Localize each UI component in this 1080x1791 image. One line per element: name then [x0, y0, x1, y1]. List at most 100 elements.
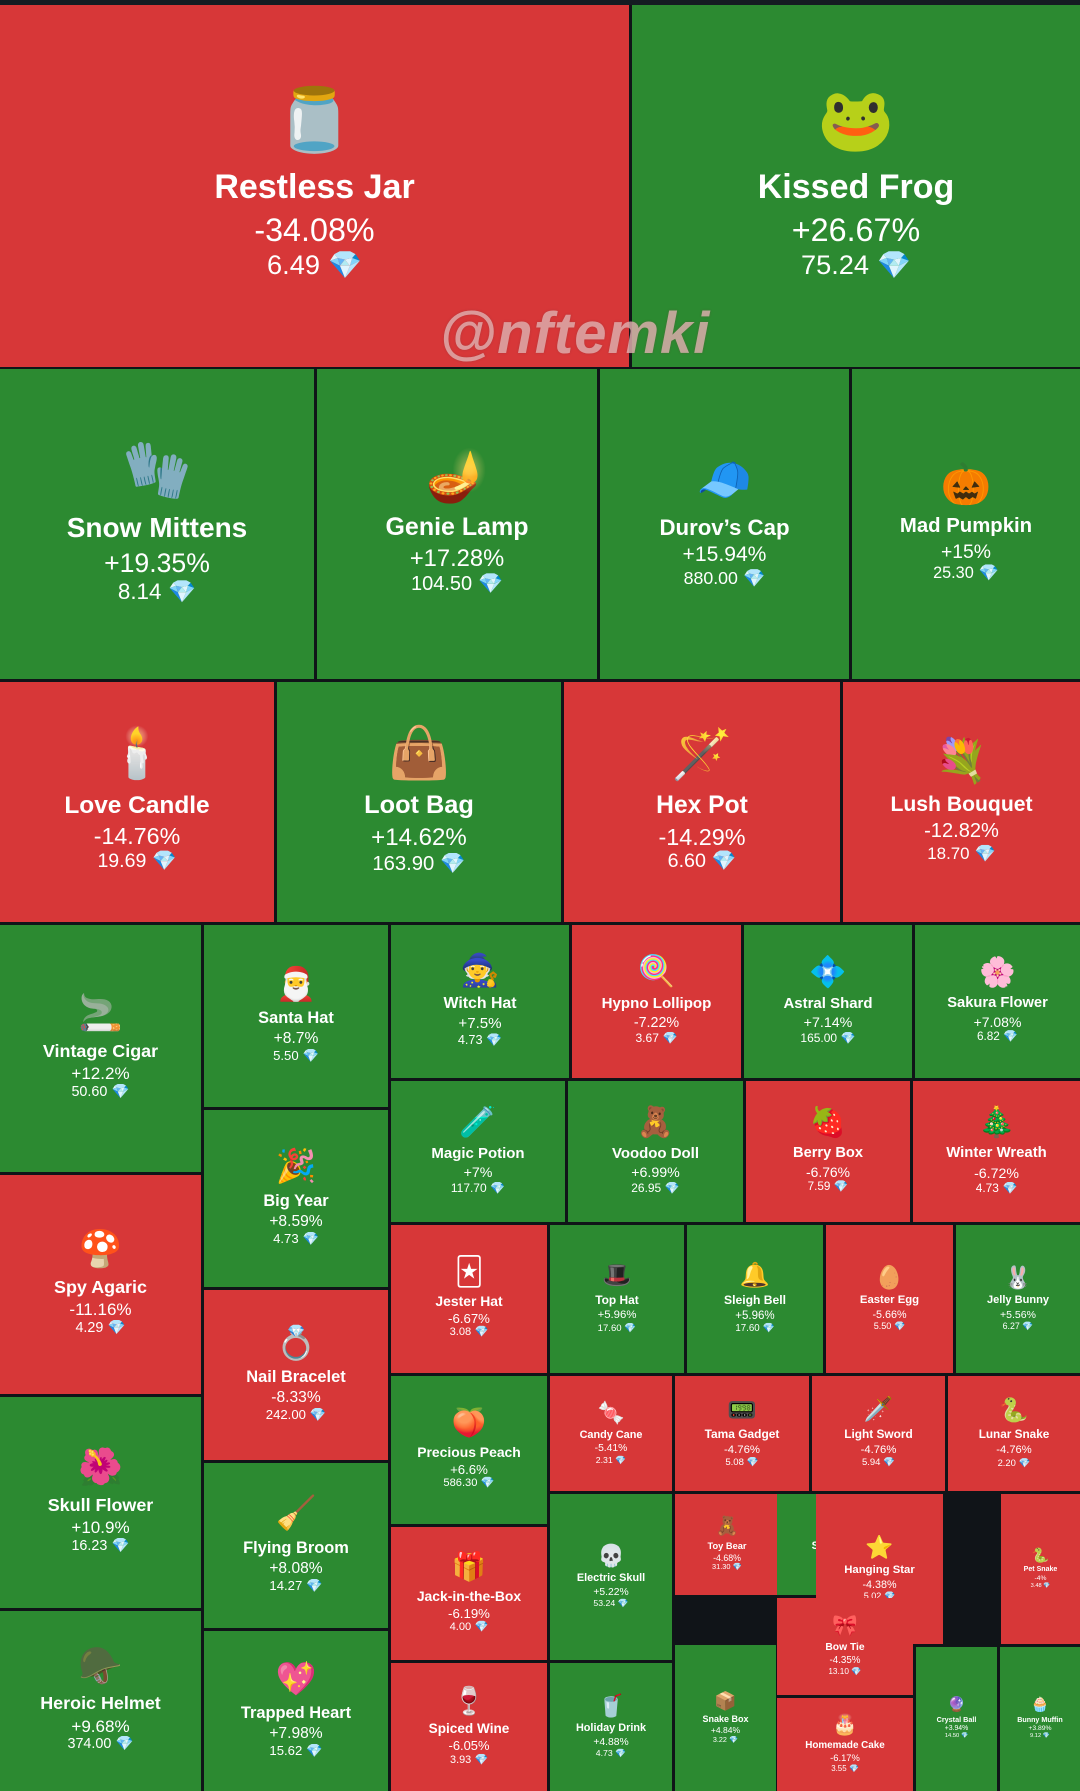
tile-name: Electric Skull [576, 1572, 646, 1585]
wreath-icon: 🎄 [977, 1105, 1016, 1139]
tile-vintage-cigar[interactable]: 🚬 Vintage Cigar +12.2% 50.60 💎 [0, 925, 201, 1172]
tile-price: 374.00 💎 [67, 1736, 133, 1753]
diamond-icon: 💎 [474, 1326, 489, 1339]
price-value: 16.23 [71, 1537, 108, 1554]
tile-sakura-flower[interactable]: 🌸 Sakura Flower +7.08% 6.82 💎 [915, 925, 1080, 1078]
jester-hat-icon: 🃏 [454, 1256, 484, 1288]
tile-magic-potion[interactable]: 🧪 Magic Potion +7% 117.70 💎 [391, 1081, 565, 1222]
tile-price: 6.82 💎 [977, 1030, 1018, 1044]
diamond-icon: 💎 [729, 1734, 739, 1744]
tile-voodoo-doll[interactable]: 🧸 Voodoo Doll +6.99% 26.95 💎 [568, 1081, 743, 1222]
tile-price: 75.24 💎 [801, 249, 911, 282]
tile-change: +8.08% [269, 1559, 323, 1577]
gadget-icon: 📟 [727, 1396, 757, 1424]
tile-love-candle[interactable]: 🕯️ Love Candle -14.76% 19.69 💎 [0, 682, 274, 922]
tile-durov-s-cap[interactable]: 🧢 Durov’s Cap +15.94% 880.00 💎 [600, 369, 849, 679]
tile-snow-mittens[interactable]: 🧤 Snow Mittens +19.35% 8.14 💎 [0, 369, 314, 679]
tile-jack-in-the-box[interactable]: 🎁 Jack-in-the-Box -6.19% 4.00 💎 [391, 1527, 547, 1660]
price-value: 4.73 [457, 1032, 483, 1047]
tile-jelly-bunny[interactable]: 🐰 Jelly Bunny +5.56% 6.27 💎 [956, 1225, 1080, 1373]
tile-change: -11.16% [69, 1300, 132, 1320]
tile-spy-agaric[interactable]: 🍄 Spy Agaric -11.16% 4.29 💎 [0, 1175, 201, 1394]
tile-tama-gadget[interactable]: 📟 Tama Gadget -4.76% 5.08 💎 [675, 1376, 809, 1491]
tile-name: Bunny Muffin [1017, 1715, 1063, 1724]
tile-witch-hat[interactable]: 🧙 Witch Hat +7.5% 4.73 💎 [391, 925, 569, 1078]
tile-flying-broom[interactable]: 🧹 Flying Broom +8.08% 14.27 💎 [204, 1463, 388, 1628]
tile-change: -34.08% [254, 211, 375, 248]
tile-loot-bag[interactable]: 👜 Loot Bag +14.62% 163.90 💎 [277, 682, 561, 922]
tile-holiday-drink[interactable]: 🥤 Holiday Drink +4.88% 4.73 💎 [550, 1663, 672, 1791]
helmet-icon: 🪖 [78, 1645, 123, 1686]
tile-astral-shard[interactable]: 💠 Astral Shard +7.14% 165.00 💎 [744, 925, 912, 1078]
tile-light-sword[interactable]: 🗡️ Light Sword -4.76% 5.94 💎 [812, 1376, 945, 1491]
tile-price: 4.73 💎 [976, 1181, 1018, 1195]
tile-candy-cane[interactable]: 🍬 Candy Cane -5.41% 2.31 💎 [550, 1376, 672, 1491]
tile-trapped-heart[interactable]: 💖 Trapped Heart +7.98% 15.62 💎 [204, 1631, 388, 1791]
tile-genie-lamp[interactable]: 🪔 Genie Lamp +17.28% 104.50 💎 [317, 369, 597, 679]
tile-change: -6.67% [448, 1311, 490, 1327]
tile-name: Jester Hat [435, 1293, 503, 1310]
tile-winter-wreath[interactable]: 🎄 Winter Wreath -6.72% 4.73 💎 [913, 1081, 1080, 1222]
tile-top-hat[interactable]: 🎩 Top Hat +5.96% 17.60 💎 [550, 1225, 684, 1373]
tile-mad-pumpkin[interactable]: 🎃 Mad Pumpkin +15% 25.30 💎 [852, 369, 1080, 679]
jar-icon: 🫙 [275, 86, 354, 156]
diamond-icon: 💎 [978, 564, 999, 582]
tile-price: 5.08 💎 [725, 1457, 758, 1468]
tile-pet-snake[interactable]: 🐍 Pet Snake -4% 3.48 💎 [1001, 1494, 1080, 1644]
tile-price: 165.00 💎 [800, 1031, 855, 1045]
tile-hypno-lollipop[interactable]: 🍭 Hypno Lollipop -7.22% 3.67 💎 [572, 925, 741, 1078]
tile-toy-bear[interactable]: 🧸 Toy Bear -4.68% 31.30 💎 [675, 1494, 779, 1595]
tile-sleigh-bell[interactable]: 🔔 Sleigh Bell +5.96% 17.60 💎 [687, 1225, 823, 1373]
tile-hex-pot[interactable]: 🪄 Hex Pot -14.29% 6.60 💎 [564, 682, 840, 922]
tile-price: 2.31 💎 [596, 1455, 626, 1465]
witch-hat-icon: 🧙 [460, 952, 500, 989]
tile-nail-bracelet[interactable]: 💍 Nail Bracelet -8.33% 242.00 💎 [204, 1290, 388, 1460]
tile-name: Voodoo Doll [611, 1145, 700, 1163]
tile-precious-peach[interactable]: 🍑 Precious Peach +6.6% 586.30 💎 [391, 1376, 547, 1524]
tile-change: -4% [1034, 1575, 1047, 1583]
tile-lunar-snake[interactable]: 🐍 Lunar Snake -4.76% 2.20 💎 [948, 1376, 1080, 1491]
price-value: 3.22 [712, 1734, 727, 1744]
price-value: 14.27 [269, 1577, 303, 1593]
tile-name: Astral Shard [783, 995, 873, 1013]
tile-name: Berry Box [793, 1145, 863, 1162]
tile-easter-egg[interactable]: 🥚 Easter Egg -5.66% 5.50 💎 [826, 1225, 953, 1373]
price-value: 14.50 [944, 1733, 960, 1740]
tile-change: +7.14% [803, 1014, 853, 1031]
tile-price: 6.49 💎 [267, 249, 362, 282]
tile-name: Pet Snake [1023, 1566, 1058, 1573]
bow-tie-icon: 🎀 [832, 1614, 858, 1638]
tile-change: +8.59% [269, 1212, 323, 1230]
tile-spiced-wine[interactable]: 🍷 Spiced Wine -6.05% 3.93 💎 [391, 1663, 547, 1791]
tile-lush-bouquet[interactable]: 💐 Lush Bouquet -12.82% 18.70 💎 [843, 682, 1080, 922]
tile-snake-box[interactable]: 📦 Snake Box +4.84% 3.22 💎 [675, 1645, 776, 1791]
tile-berry-box[interactable]: 🍓 Berry Box -6.76% 7.59 💎 [746, 1081, 910, 1222]
tile-change: +5.96% [597, 1309, 637, 1322]
tile-skull-flower[interactable]: 🌺 Skull Flower +10.9% 16.23 💎 [0, 1397, 201, 1608]
tile-santa-hat[interactable]: 🎅 Santa Hat +8.7% 5.50 💎 [204, 925, 388, 1107]
diamond-icon: 💎 [1018, 1456, 1031, 1468]
tile-electric-skull[interactable]: 💀 Electric Skull +5.22% 53.24 💎 [550, 1494, 672, 1660]
tile-price: 5.50 💎 [874, 1321, 906, 1332]
tile-kissed-frog[interactable]: 🐸 Kissed Frog +26.67% 75.24 💎 [632, 5, 1080, 367]
tile-change: +4.84% [710, 1724, 741, 1735]
tile-name: Lunar Snake [978, 1428, 1050, 1442]
tile-name: Mad Pumpkin [899, 515, 1033, 538]
tile-jester-hat[interactable]: 🃏 Jester Hat -6.67% 3.08 💎 [391, 1225, 547, 1373]
jack-box-icon: 🎁 [451, 1550, 487, 1582]
tile-big-year[interactable]: 🎉 Big Year +8.59% 4.73 💎 [204, 1110, 388, 1287]
tile-price: 6.27 💎 [1003, 1321, 1034, 1332]
tile-restless-jar[interactable]: 🫙 Restless Jar -34.08% 6.49 💎 [0, 5, 629, 367]
tile-homemade-cake[interactable]: 🎂 Homemade Cake -6.17% 3.55 💎 [777, 1698, 913, 1791]
tile-change: +10.9% [71, 1518, 130, 1538]
price-value: 26.95 [631, 1180, 662, 1195]
diamond-icon: 💎 [1043, 1582, 1051, 1589]
tile-crystal-ball[interactable]: 🔮 Crystal Ball +3.94% 14.50 💎 [916, 1647, 997, 1791]
tile-bow-tie[interactable]: 🎀 Bow Tie -4.35% 13.10 💎 [777, 1598, 913, 1695]
tile-heroic-helmet[interactable]: 🪖 Heroic Helmet +9.68% 374.00 💎 [0, 1611, 201, 1791]
tile-name: Skull Flower [47, 1494, 154, 1515]
tile-name: Restless Jar [214, 167, 415, 206]
price-value: 25.30 [933, 564, 974, 582]
tile-bunny-muffin[interactable]: 🧁 Bunny Muffin +3.89% 9.12 💎 [1000, 1647, 1080, 1791]
tile-change: -6.72% [974, 1164, 1019, 1181]
